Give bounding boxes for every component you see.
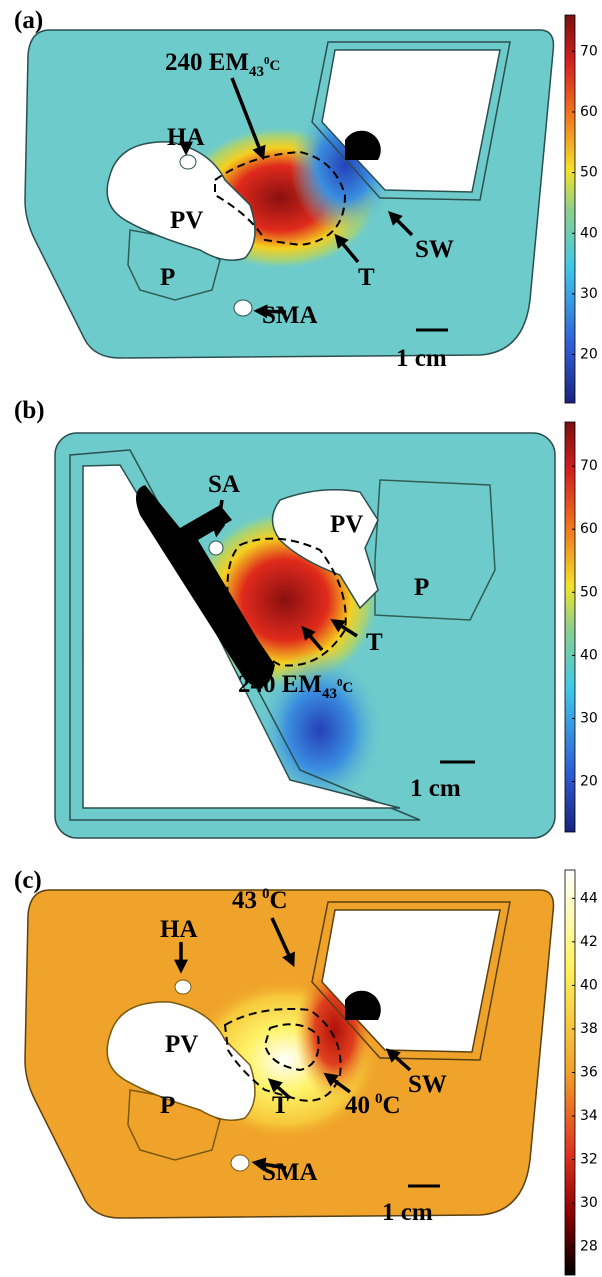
- colorbar-tick-label: 60: [580, 104, 598, 120]
- annotation: HA: [167, 124, 205, 151]
- annotation: SW: [408, 1071, 447, 1098]
- scale-label: 1 cm: [410, 775, 461, 802]
- panel-label: (c): [14, 867, 42, 894]
- colorbar-tick-label: 32: [580, 1152, 598, 1168]
- colorbar-tick-label: 36: [580, 1065, 598, 1081]
- colorbar-tick-label: 30: [580, 1195, 598, 1211]
- annotation: SA: [208, 471, 240, 498]
- scale-label: 1 cm: [396, 345, 447, 372]
- colorbar-tick-label: 20: [580, 774, 598, 790]
- colorbar-tick-label: 38: [580, 1021, 598, 1037]
- annotation: PV: [330, 511, 363, 538]
- annotation: P: [160, 264, 175, 291]
- annotation: SMA: [262, 302, 318, 329]
- panel-b: (b) SA PV P T 240 EM430C 1 cm: [14, 397, 555, 838]
- colorbar-tick-label: 30: [580, 710, 598, 726]
- colorbar-tick-label: 70: [580, 458, 598, 474]
- colorbar-tick-label: 20: [580, 347, 598, 363]
- colorbar-tick-label: 70: [580, 43, 598, 59]
- colorbar: [565, 422, 575, 832]
- colorbar-tick-label: 44: [580, 890, 598, 906]
- colorbar-tick-label: 40: [580, 977, 598, 993]
- annotation: SMA: [262, 1159, 318, 1186]
- scale-label: 1 cm: [382, 1199, 433, 1226]
- annotation: PV: [165, 1031, 198, 1058]
- annotation: T: [358, 264, 375, 291]
- colorbar-tick-label: 50: [580, 584, 598, 600]
- annotation: SW: [415, 236, 454, 263]
- figure: (a) 240 EM430C HA PV P T SW SMA 1 cm (b)…: [0, 0, 602, 1277]
- colorbar-tick-label: 50: [580, 165, 598, 181]
- panel-a: (a) 240 EM430C HA PV P T SW SMA 1 cm: [14, 7, 553, 372]
- colorbar-tick-label: 34: [580, 1108, 598, 1124]
- annotation: HA: [160, 916, 198, 943]
- colorbar-tick-label: 42: [580, 934, 598, 950]
- colorbar-tick-label: 28: [580, 1239, 598, 1255]
- annotation: P: [414, 574, 429, 601]
- panel-label: (a): [14, 7, 43, 34]
- colorbar-tick-label: 40: [580, 225, 598, 241]
- annotation: PV: [170, 207, 203, 234]
- colorbar-tick-label: 30: [580, 286, 598, 302]
- colorbar: [565, 15, 575, 403]
- colorbar-tick-label: 60: [580, 521, 598, 537]
- colorbar-tick-label: 40: [580, 647, 598, 663]
- annotation: P: [160, 1092, 175, 1119]
- panel-label: (b): [14, 397, 45, 424]
- annotation: T: [366, 629, 383, 656]
